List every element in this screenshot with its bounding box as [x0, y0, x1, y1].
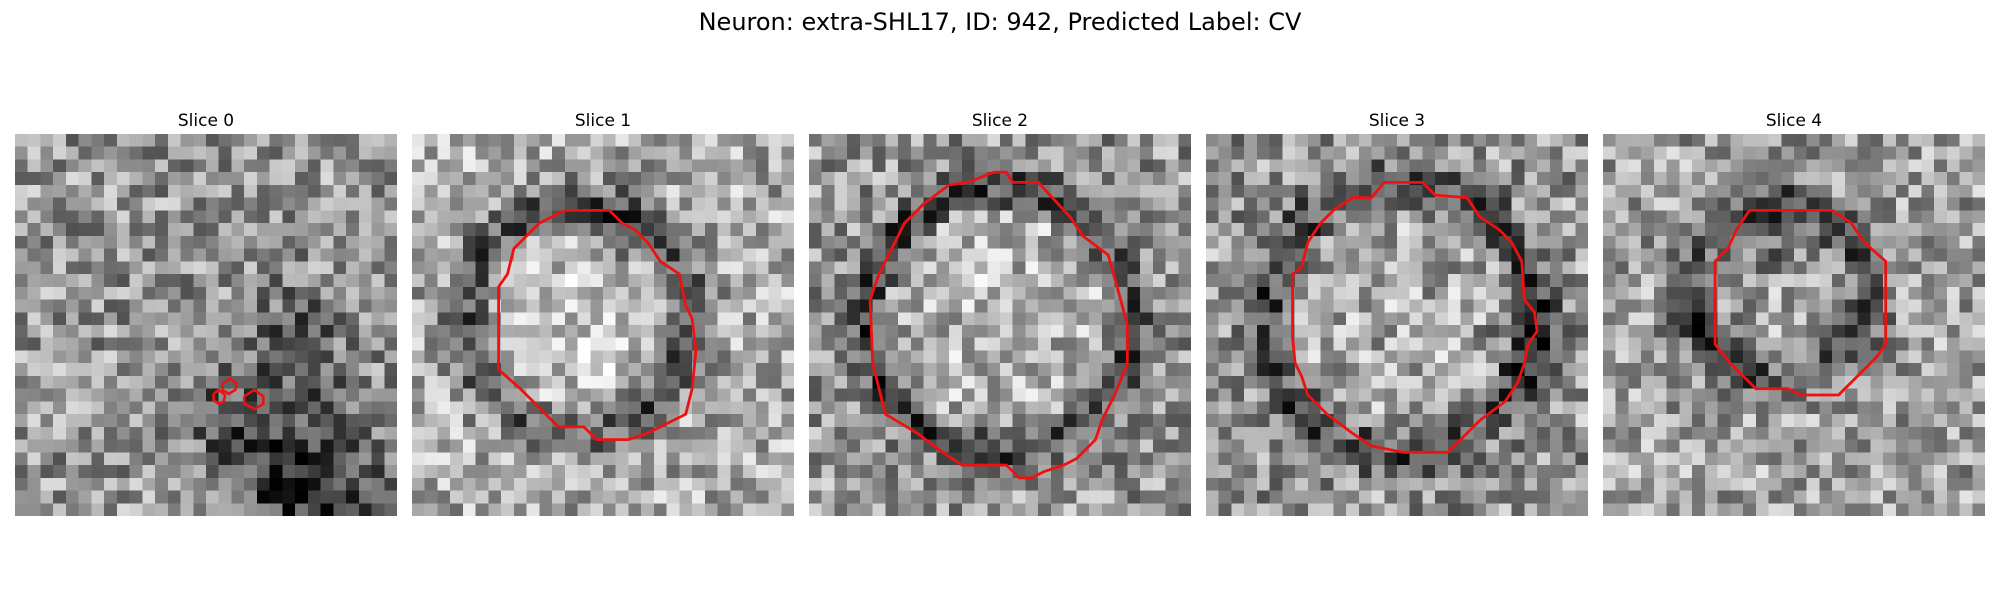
slice-image-1	[412, 134, 794, 516]
slice-panel-3: Slice 3	[1206, 110, 1588, 516]
pixel-grid	[1603, 134, 1985, 516]
slice-title-1: Slice 1	[574, 111, 632, 131]
slice-image-0	[15, 134, 397, 516]
slice-title-4: Slice 4	[1765, 111, 1823, 131]
slice-image-3	[1206, 134, 1588, 516]
segmentation-contour	[868, 170, 1129, 480]
pixel-grid	[15, 134, 397, 516]
segmentation-contour	[212, 388, 227, 406]
slice-title-3: Slice 3	[1368, 111, 1426, 131]
slice-title-0: Slice 0	[177, 111, 235, 131]
slice-image-4	[1603, 134, 1985, 516]
segmentation-contour	[1713, 208, 1888, 397]
slice-title-2: Slice 2	[971, 111, 1029, 131]
figure-title: Neuron: extra-SHL17, ID: 942, Predicted …	[698, 8, 1302, 36]
slice-panel-4: Slice 4	[1603, 110, 1985, 516]
segmentation-contour	[221, 377, 238, 396]
pixel-grid	[1206, 134, 1588, 516]
slice-panel-0: Slice 0	[15, 110, 397, 516]
slice-panel-2: Slice 2	[809, 110, 1191, 516]
segmentation-contour	[497, 208, 698, 442]
pixel-grid	[412, 134, 794, 516]
segmentation-contour	[242, 388, 265, 411]
segmentation-contour	[1291, 180, 1539, 454]
pixel-grid	[809, 134, 1191, 516]
slice-panel-1: Slice 1	[412, 110, 794, 516]
slice-image-2	[809, 134, 1191, 516]
